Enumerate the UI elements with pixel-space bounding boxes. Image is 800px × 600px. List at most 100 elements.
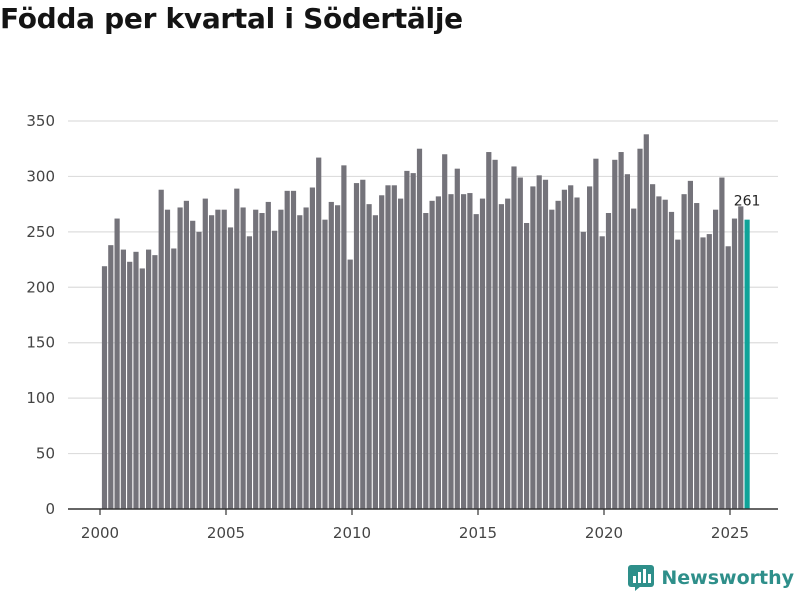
bar [391, 185, 397, 509]
bar [461, 194, 467, 509]
bar [719, 177, 725, 509]
x-tick-label: 2005 [207, 524, 245, 542]
bar [366, 204, 372, 509]
bar [259, 213, 265, 510]
x-axis: 2000 2005 2010 2015 2020 2025 [68, 508, 778, 542]
bar [234, 188, 240, 509]
bar [605, 213, 612, 510]
bar [662, 199, 668, 510]
bar [618, 152, 624, 510]
bar [517, 177, 523, 509]
bar-series [101, 134, 750, 510]
bar [410, 173, 416, 510]
y-tick-label: 0 [45, 500, 55, 518]
bar [158, 189, 164, 509]
newsworthy-logo[interactable]: Newsworthy [627, 564, 794, 592]
bar [190, 220, 196, 509]
bar [101, 266, 108, 509]
bar [637, 148, 643, 509]
bar [631, 208, 637, 509]
bar [146, 249, 152, 509]
bar [114, 218, 120, 509]
bar [360, 179, 366, 510]
bar [183, 200, 189, 509]
bar [127, 261, 133, 509]
bar [681, 194, 687, 509]
bar [448, 194, 454, 509]
bar [568, 185, 574, 509]
bar [202, 198, 208, 509]
bar [429, 200, 435, 509]
bar [511, 166, 517, 510]
bar [404, 170, 410, 509]
bar [435, 196, 441, 509]
bar [549, 209, 555, 509]
newsworthy-icon [628, 565, 655, 591]
bar [171, 248, 177, 509]
bar [353, 183, 360, 509]
bar [347, 259, 353, 509]
bar [215, 209, 221, 509]
bar [423, 213, 429, 510]
x-tick-label: 2010 [333, 524, 371, 542]
bar [555, 200, 561, 509]
bar [574, 197, 580, 509]
bar [341, 165, 347, 510]
bar [133, 251, 139, 509]
data-label-latest: 261 [734, 194, 761, 210]
bar [454, 168, 460, 509]
bar [335, 205, 341, 509]
x-tick-label: 2000 [81, 524, 119, 542]
y-tick-label: 350 [26, 112, 55, 130]
y-tick-label: 200 [26, 278, 55, 296]
bar [272, 230, 278, 509]
bar [416, 148, 423, 509]
bar [473, 214, 479, 509]
bar [108, 245, 114, 509]
bar [530, 186, 536, 510]
bar [668, 211, 675, 509]
bar [687, 180, 693, 509]
bar [599, 236, 605, 509]
bar [290, 190, 297, 509]
bar [442, 154, 448, 509]
bar [265, 201, 271, 509]
bar [536, 175, 542, 509]
data-labels: 261 [734, 194, 761, 210]
bar [492, 159, 498, 510]
bar [284, 190, 290, 509]
bar [725, 246, 731, 510]
bar [227, 227, 234, 509]
bar [398, 198, 404, 509]
x-tick-label: 2015 [459, 524, 497, 542]
bar [379, 195, 385, 509]
y-tick-label: 150 [26, 334, 55, 352]
bar [738, 206, 744, 510]
bar [731, 218, 738, 509]
bar [561, 189, 567, 509]
x-tick-label: 2020 [585, 524, 623, 542]
bar [643, 134, 649, 509]
bar [580, 231, 586, 509]
bar [656, 196, 662, 509]
bar [278, 209, 284, 509]
bar [372, 215, 378, 509]
x-tick-label: 2025 [711, 524, 749, 542]
bar [164, 209, 171, 509]
bar [322, 219, 328, 510]
bar [505, 198, 511, 509]
y-tick-label: 250 [26, 223, 55, 241]
bar [486, 152, 492, 510]
bar [253, 209, 259, 509]
bar [221, 209, 227, 509]
bar [542, 179, 549, 510]
bar [467, 193, 473, 510]
bar-latest [744, 219, 750, 510]
bar [612, 159, 618, 510]
brand-name: Newsworthy [661, 567, 794, 589]
bar [177, 207, 183, 509]
bar [139, 268, 145, 509]
bar [120, 249, 126, 509]
bar [498, 204, 504, 509]
